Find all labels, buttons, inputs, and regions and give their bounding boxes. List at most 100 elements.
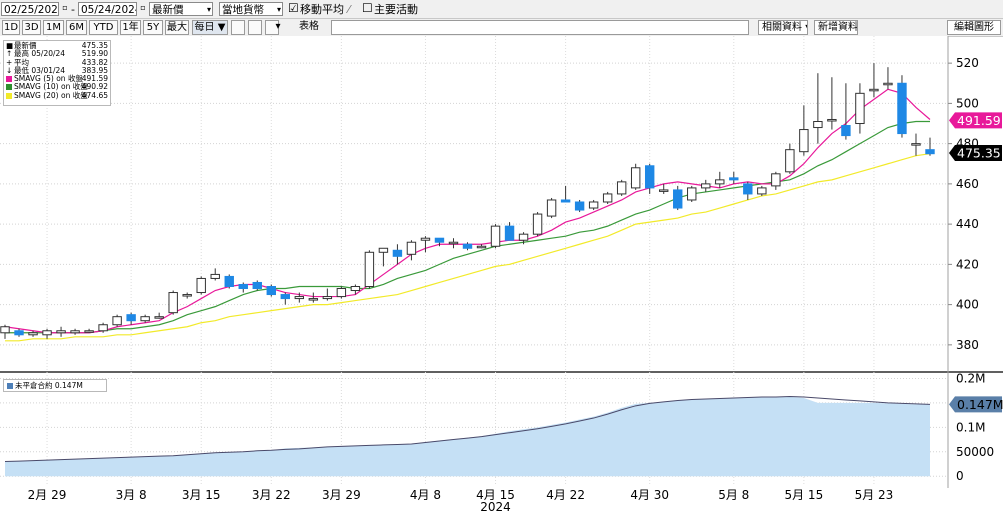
edit-chart-button[interactable]: 編輯圖形 (947, 20, 1001, 35)
add-data-input[interactable]: 新增資料 (814, 20, 858, 35)
x-tick-label: 3月 29 (322, 488, 361, 502)
start-date-input[interactable]: 02/25/2024 (1, 2, 59, 16)
x-tick-label: 4月 30 (630, 488, 669, 502)
candle (546, 197, 557, 219)
candle-body-up (630, 167, 641, 189)
candle (448, 238, 459, 249)
candle (757, 185, 767, 196)
candle-body-up (140, 316, 150, 322)
date-separator: - (71, 3, 75, 16)
pen-icon[interactable]: ⁄ (348, 3, 350, 16)
candle (392, 244, 403, 265)
candle (574, 199, 585, 213)
key-events-checkbox[interactable]: ☐ (362, 1, 373, 15)
candle (799, 105, 809, 156)
key-events-label: 主要活動 (374, 3, 418, 16)
candle-body-up (56, 330, 66, 334)
candle (602, 191, 613, 204)
candle-body-up (490, 225, 501, 247)
chart-style-button[interactable] (248, 20, 262, 35)
candle (911, 133, 921, 156)
candle (252, 280, 262, 291)
legend-value: 433.82 (81, 57, 108, 67)
chart-type-button[interactable] (231, 20, 245, 35)
related-data-value: 相關資料 (762, 22, 802, 33)
price-chart[interactable]: 5205004804604404204003800.2M0.15M0.1M500… (0, 36, 1003, 513)
currency-select[interactable]: 當地貨幣 ▾ (219, 2, 283, 16)
candle-body-up (308, 298, 319, 301)
range-button-7[interactable]: 最大 (165, 20, 189, 35)
open-interest-line (4, 396, 931, 463)
legend-glyph: + (6, 57, 13, 67)
chevron-down-icon[interactable]: ▾ (275, 21, 281, 32)
x-tick-label: 5月 23 (855, 488, 894, 502)
candle-body-down (673, 189, 683, 209)
candle (504, 222, 515, 241)
candle (729, 171, 739, 184)
candle (84, 328, 94, 333)
legend-value: 490.92 (81, 82, 108, 92)
candle-body-up (799, 129, 809, 153)
candle (883, 67, 893, 90)
price-tick-label: 400 (956, 298, 979, 312)
candle (294, 292, 305, 303)
candle-body-down (925, 149, 935, 155)
legend-label: 平均 (14, 57, 29, 67)
currency-value: 當地貨幣 (222, 4, 264, 16)
related-data-select[interactable]: 相關資料 ▾ (758, 20, 808, 35)
candle-body-up (771, 173, 781, 187)
candle-body-up (210, 273, 220, 279)
candle-body-up (448, 241, 459, 245)
candle-body-down (280, 294, 291, 300)
price-tick-label: 420 (956, 257, 979, 271)
price-field-select[interactable]: 最新價 ▾ (149, 2, 213, 16)
x-tick-label: 4月 22 (546, 488, 585, 502)
chart-tools-button[interactable] (265, 20, 279, 35)
range-button-5[interactable]: 1年 (120, 20, 141, 35)
candle-body-up (757, 187, 767, 195)
open-interest-legend: 未平倉合約 0.147M (3, 379, 107, 392)
candle-body-up (883, 82, 893, 86)
candle (56, 326, 66, 337)
x-tick-label: 5月 15 (784, 488, 823, 502)
candle-body-up (518, 233, 529, 241)
candle-body-down (126, 314, 136, 322)
candle-body-down (392, 249, 403, 257)
x-tick-label: 3月 8 (116, 488, 147, 502)
range-button-3[interactable]: 6M (66, 20, 87, 35)
candle (42, 328, 52, 339)
candle-body-down (560, 199, 571, 203)
volume-tag-label: 0.147M (957, 397, 1003, 412)
table-button[interactable]: 表格 (299, 21, 319, 32)
end-date-input[interactable]: 05/24/2024 (78, 2, 137, 16)
candle (182, 292, 192, 299)
candle-body-up (616, 181, 627, 195)
legend-row: SMAVG (5) on 收盤 491.59 (6, 74, 108, 84)
x-tick-label: 2月 29 (28, 488, 67, 502)
candle-body-up (70, 330, 80, 334)
candle-body-up (420, 237, 431, 241)
range-button-6[interactable]: 5Y (143, 20, 163, 35)
end-calendar-icon[interactable]: ▫ (140, 3, 146, 12)
range-button-0[interactable]: 1D (2, 20, 20, 35)
frequency-select[interactable]: 每日 ▼ (192, 20, 228, 35)
volume-tag (949, 396, 1002, 413)
candle (532, 212, 543, 237)
range-button-1[interactable]: 3D (22, 20, 41, 35)
candle (336, 286, 347, 299)
range-button-2[interactable]: 1M (43, 20, 64, 35)
price-tick-label: 380 (956, 338, 979, 352)
start-calendar-icon[interactable]: ▫ (62, 3, 68, 12)
table-input[interactable] (331, 20, 749, 35)
moving-avg-checkbox[interactable]: ☑ (288, 1, 299, 15)
range-button-4[interactable]: YTD (89, 20, 118, 35)
frequency-value: 每日 (194, 22, 215, 33)
candle (673, 185, 683, 211)
price-tick-label: 440 (956, 217, 979, 231)
candle (701, 179, 711, 192)
candle (827, 77, 837, 130)
candle (687, 185, 697, 202)
legend-value: 491.59 (81, 74, 108, 84)
candle (406, 240, 417, 261)
candle (518, 232, 529, 245)
